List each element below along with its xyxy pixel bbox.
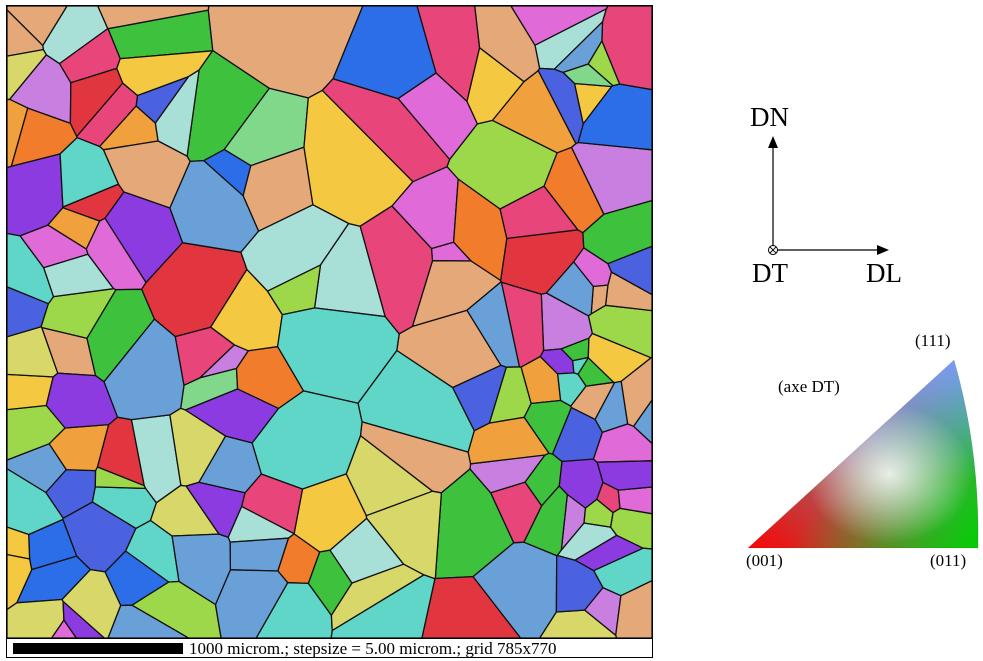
- grain: [466, 281, 521, 368]
- ipf-color-key: (111) (axe DT) (001) (011): [740, 320, 980, 575]
- ipf-triangle: [747, 359, 979, 549]
- grain: [467, 416, 550, 465]
- grain: [307, 549, 353, 616]
- grain: [553, 21, 604, 74]
- grain: [174, 326, 235, 386]
- grain: [235, 346, 305, 410]
- grain: [94, 466, 147, 490]
- grain: [240, 204, 350, 292]
- grain: [107, 604, 190, 638]
- grain: [523, 399, 572, 455]
- grain: [577, 83, 652, 151]
- grain: [7, 526, 31, 560]
- grain: [555, 554, 604, 613]
- grain: [365, 490, 443, 580]
- grain: [7, 98, 29, 169]
- grain: [510, 6, 609, 46]
- grain: [7, 598, 65, 638]
- axis-label-origin: DT: [752, 258, 788, 288]
- grain: [59, 137, 120, 208]
- scale-strip: 1000 microm.; stepsize = 5.00 microm.; g…: [7, 638, 652, 658]
- grain: [7, 286, 49, 338]
- scale-bar: [13, 643, 183, 654]
- grain: [169, 407, 227, 487]
- grain: [43, 253, 115, 298]
- grain: [7, 48, 47, 101]
- ebsd-map-frame: 1000 microm.; stepsize = 5.00 microm.; g…: [6, 5, 653, 658]
- axis-label-up: DN: [750, 102, 789, 132]
- ipf-label-011: (011): [930, 551, 967, 570]
- grain: [359, 205, 434, 335]
- circle-cross-icon: [768, 245, 778, 255]
- grain: [61, 568, 122, 638]
- scale-caption: 1000 microm.; stepsize = 5.00 microm.; g…: [189, 639, 557, 658]
- axis-label-right: DL: [866, 258, 902, 288]
- grain: [19, 224, 89, 269]
- grain: [499, 185, 579, 240]
- grain: [97, 6, 210, 30]
- ipf-label-001: (001): [746, 551, 783, 570]
- grain: [596, 460, 652, 491]
- ipf-label-111: (111): [915, 331, 951, 350]
- grain: [587, 332, 652, 384]
- grain: [104, 191, 184, 284]
- grain: [583, 498, 614, 528]
- sample-axes: DN DT DL: [740, 100, 940, 300]
- ebsd-orientation-map: [7, 6, 652, 638]
- grain: [466, 47, 525, 125]
- grain: [45, 372, 119, 429]
- ipf-axis-label: (axe DT): [778, 377, 840, 396]
- grain: [332, 6, 437, 100]
- grain: [421, 575, 522, 638]
- grain: [171, 533, 232, 606]
- grain: [545, 261, 594, 317]
- axes-arrows: [768, 136, 889, 255]
- grain: [116, 50, 214, 97]
- grain: [7, 6, 68, 47]
